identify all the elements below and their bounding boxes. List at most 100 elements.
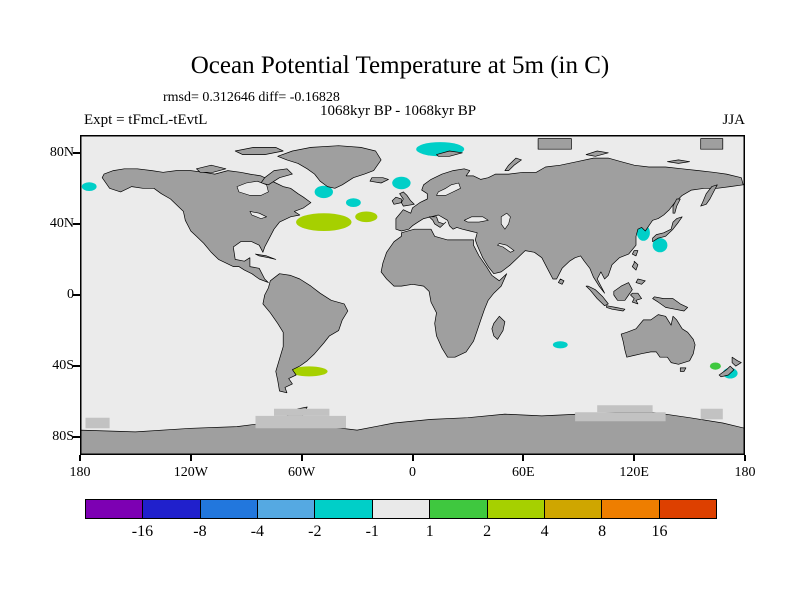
lon-tick-mark xyxy=(79,455,81,461)
landmass-mindanao xyxy=(635,278,646,285)
landmass-britain xyxy=(399,191,415,207)
landmass-ellesmere xyxy=(234,147,284,155)
stats-line: rmsd= 0.312646 diff= -0.16828 xyxy=(163,90,340,105)
landmass-sumatra xyxy=(585,285,609,307)
landmass-baffin xyxy=(260,168,293,186)
lat-tick-mark xyxy=(73,151,80,154)
anomaly-region xyxy=(552,341,568,349)
landmass-nz-north xyxy=(731,356,742,367)
anomaly-region xyxy=(392,176,411,190)
map-frame xyxy=(80,135,745,455)
landmass-tasmania xyxy=(679,367,687,372)
landmass-luzon xyxy=(631,260,639,271)
anomaly-region xyxy=(314,185,333,199)
anomaly-region xyxy=(81,182,97,191)
colorbar-tick-label: -16 xyxy=(131,523,154,540)
landmass-italy xyxy=(428,216,447,228)
landmass-eurasia xyxy=(395,157,744,294)
landmass-iceland xyxy=(369,177,389,184)
landmass-novaya-zemlya xyxy=(504,157,522,171)
colorbar-cell xyxy=(143,500,201,518)
ice-ross-ice xyxy=(700,408,723,420)
anomaly-region xyxy=(290,366,328,377)
lon-tick-label: 180 xyxy=(69,465,91,480)
landmass-africa xyxy=(380,228,508,358)
colorbar-tick-label: 16 xyxy=(651,523,668,540)
landmass-madagascar xyxy=(491,315,506,340)
colorbar-cell xyxy=(315,500,373,518)
landmass-kamchatka xyxy=(700,184,718,207)
colorbar-tick-label: -2 xyxy=(308,523,322,540)
colorbar-cell xyxy=(487,500,545,518)
lon-tick-label: 120E xyxy=(619,465,649,480)
lon-tick-label: 120W xyxy=(173,465,208,480)
lon-tick-label: 60E xyxy=(512,465,535,480)
landmass-java xyxy=(606,305,626,312)
lon-tick-mark xyxy=(744,455,746,461)
sea-black-sea xyxy=(463,216,489,223)
colorbar-tick-label: 1 xyxy=(425,523,434,540)
colorbar-tick-label: 8 xyxy=(598,523,607,540)
period-label: 1068kyr BP - 1068kyr BP xyxy=(320,103,477,119)
landmass-borneo xyxy=(613,282,633,301)
lon-tick-label: 180 xyxy=(734,465,756,480)
colorbar-cell xyxy=(372,500,431,518)
colorbar-tick-label: 4 xyxy=(540,523,549,540)
lon-tick-mark xyxy=(189,455,192,461)
colorbar-tick-label: -4 xyxy=(250,523,265,540)
lat-tick-label: 40S xyxy=(52,358,74,374)
landmass-nz-south xyxy=(718,365,735,378)
sea-caspian-sea xyxy=(500,212,511,230)
colorbar-cell xyxy=(659,500,716,518)
lat-tick-mark xyxy=(73,222,80,225)
landmass-arctic-block-1 xyxy=(537,138,572,150)
landmass-australia xyxy=(620,314,696,365)
landmass-sri-lanka xyxy=(558,278,565,285)
colorbar-cell xyxy=(258,500,316,518)
colorbar xyxy=(85,499,717,519)
colorbar-cell xyxy=(200,500,259,518)
lon-tick-mark xyxy=(411,455,414,461)
lon-tick-label: 60W xyxy=(288,465,316,480)
lon-tick-mark xyxy=(300,455,303,461)
ice-east-antarctic-ice-1 xyxy=(575,412,666,422)
landmass-taiwan xyxy=(631,250,639,257)
landmass-sulawesi xyxy=(630,292,642,305)
ice-weddell-ice-2 xyxy=(274,408,330,416)
season-label: JJA xyxy=(722,112,745,128)
colorbar-tick-label: 2 xyxy=(483,523,492,540)
ice-west-pacific-ice xyxy=(85,417,110,429)
landmass-severnaya-zemlya xyxy=(585,150,609,157)
lat-tick-mark xyxy=(73,294,80,296)
landmass-ireland xyxy=(391,196,402,205)
landmass-south-america xyxy=(262,273,349,394)
landmass-sakhalin xyxy=(672,198,681,214)
page-title: Ocean Potential Temperature at 5m (in C) xyxy=(190,52,610,79)
anomaly-region xyxy=(652,238,668,253)
landmass-new-siberian-islands xyxy=(667,159,690,164)
lon-tick-label: 0 xyxy=(409,465,416,480)
landmass-arctic-block-2 xyxy=(700,138,724,150)
lat-tick-label: 0 xyxy=(67,287,74,302)
landmass-cuba xyxy=(255,253,277,260)
lat-tick-mark xyxy=(73,436,80,439)
lon-tick-mark xyxy=(522,455,525,461)
lon-tick-mark xyxy=(633,455,636,461)
lat-tick-label: 40N xyxy=(49,215,74,231)
lat-tick-label: 80S xyxy=(52,429,74,445)
landmass-new-guinea xyxy=(652,296,689,312)
anomaly-region xyxy=(709,362,721,370)
landmass-greenland xyxy=(277,145,382,189)
world-map xyxy=(80,135,745,455)
anomaly-region xyxy=(355,211,378,223)
landmass-svalbard xyxy=(436,150,463,157)
world-map-panel xyxy=(80,135,745,455)
ice-weddell-ice-1 xyxy=(255,415,346,429)
landmass-japan xyxy=(652,216,683,243)
sea-hudson-bay xyxy=(236,180,269,196)
colorbar-cell xyxy=(430,500,488,518)
landmass-north-america xyxy=(101,168,312,283)
lat-tick-mark xyxy=(73,365,80,368)
sea-great-lakes xyxy=(249,211,267,219)
colorbar-tick-label: -8 xyxy=(193,523,207,540)
